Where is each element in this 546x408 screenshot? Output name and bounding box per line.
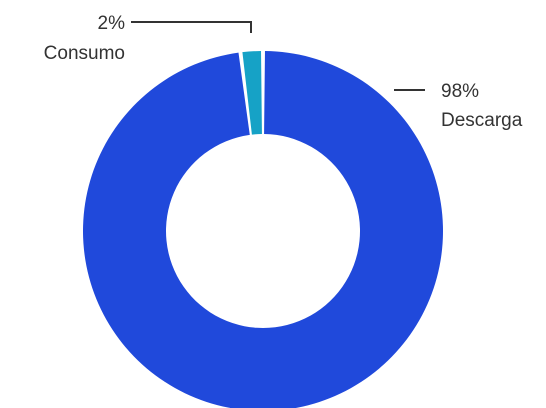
slice-value-label-consumo: 2% — [98, 13, 126, 34]
label-group-descarga: 98% Descarga — [394, 81, 523, 131]
slice-consumo — [242, 51, 262, 135]
slice-descarga — [83, 51, 443, 408]
slice-value-label-descarga: 98% — [441, 81, 479, 102]
label-group-consumo: 2% Consumo — [44, 13, 252, 64]
donut-slices — [83, 51, 443, 408]
slice-name-label-consumo: Consumo — [44, 43, 125, 64]
leader-line-consumo — [131, 21, 252, 33]
slice-name-label-descarga: Descarga — [441, 110, 523, 131]
